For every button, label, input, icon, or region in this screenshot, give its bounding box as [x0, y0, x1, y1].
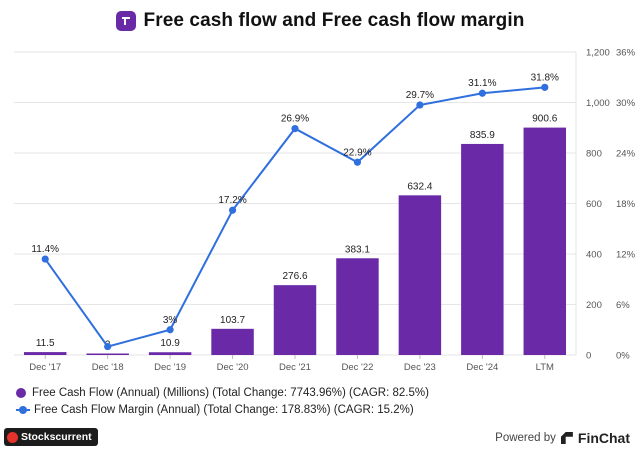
margin-point [166, 326, 174, 334]
line-swatch-icon [16, 405, 30, 415]
chart-title: Free cash flow and Free cash flow margin [143, 10, 525, 31]
margin-value-label: 26.9% [281, 114, 309, 125]
y-right-tick-label: 24% [616, 149, 636, 160]
legend: Free Cash Flow (Annual) (Millions) (Tota… [16, 384, 429, 418]
bar [461, 143, 504, 355]
bar-value-label: 11.5 [36, 338, 55, 349]
y-right-tick-label: 6% [616, 300, 630, 311]
margin-value-label: 31.8% [531, 72, 559, 83]
y-left-tick-label: 400 [586, 250, 602, 261]
legend-label-margin: Free Cash Flow Margin (Annual) (Total Ch… [34, 403, 414, 416]
bar [86, 353, 129, 355]
x-tick-label: Dec '19 [154, 362, 186, 373]
y-left-tick-label: 600 [586, 199, 602, 210]
x-tick-label: Dec '24 [466, 362, 498, 373]
x-tick-label: Dec '23 [404, 362, 436, 373]
margin-point [228, 206, 237, 214]
x-tick-label: Dec '17 [29, 362, 61, 373]
powered-by: Powered by FinChat [495, 430, 630, 446]
stockscurrent-text: Stockscurrent [21, 431, 92, 443]
margin-point [41, 255, 49, 263]
x-tick-label: Dec '22 [341, 362, 373, 373]
y-right-tick-label: 12% [616, 250, 636, 261]
bar [336, 258, 379, 355]
margin-value-label: 17.2% [218, 195, 246, 206]
y-right-tick-label: 18% [616, 199, 636, 210]
y-left-tick-label: 800 [586, 149, 602, 160]
y-right-tick-label: 36% [616, 48, 636, 59]
bar-value-label: 900.6 [532, 114, 557, 125]
margin-point [291, 124, 299, 133]
x-tick-label: LTM [536, 362, 554, 373]
margin-point [416, 101, 424, 109]
margin-value-label: 11.4% [31, 244, 59, 255]
stockscurrent-badge: Stockscurrent [4, 428, 98, 446]
margin-value-label: 22.9% [343, 147, 371, 158]
company-logo-icon [115, 11, 136, 31]
margin-value-label: 3% [163, 315, 178, 326]
y-left-tick-label: 1,200 [586, 48, 610, 59]
bar-swatch-icon [16, 387, 26, 398]
x-tick-label: Dec '21 [279, 362, 311, 373]
margin-point [541, 83, 549, 91]
x-tick-label: Dec '18 [92, 362, 124, 373]
bar [23, 352, 67, 355]
bar-value-label: 632.4 [407, 181, 432, 192]
y-left-tick-label: 200 [586, 300, 602, 311]
bar [148, 352, 192, 355]
bar [523, 127, 567, 355]
stockscurrent-logo-icon [7, 431, 18, 443]
margin-point [353, 158, 362, 166]
y-right-tick-label: 0% [616, 351, 630, 362]
bar-value-label: 10.9 [160, 338, 180, 349]
bar-value-label: 383.1 [345, 244, 370, 255]
y-right-tick-label: 30% [616, 98, 636, 109]
finchat-text: FinChat [577, 430, 630, 446]
bar-value-label: 103.7 [220, 315, 245, 326]
x-tick-label: Dec '20 [217, 362, 249, 373]
legend-item-fcf[interactable]: Free Cash Flow (Annual) (Millions) (Tota… [16, 384, 429, 401]
y-left-tick-label: 0 [586, 351, 591, 362]
chart-title-area: Free cash flow and Free cash flow margin [0, 10, 640, 32]
margin-value-label: 31.1% [468, 78, 496, 89]
bar-value-label: 835.9 [470, 130, 495, 141]
margin-point [478, 89, 486, 97]
legend-item-margin[interactable]: Free Cash Flow Margin (Annual) (Total Ch… [16, 401, 429, 418]
bar-value-label: 276.6 [282, 271, 307, 282]
bar [398, 195, 442, 355]
finchat-logo-icon [560, 432, 573, 444]
bar [211, 328, 254, 355]
powered-by-text: Powered by [495, 432, 556, 444]
margin-value-label: 29.7% [406, 90, 434, 101]
y-left-tick-label: 1,000 [586, 98, 610, 109]
margin-point [104, 342, 112, 351]
legend-label-fcf: Free Cash Flow (Annual) (Millions) (Tota… [32, 386, 429, 399]
bar [273, 285, 317, 355]
